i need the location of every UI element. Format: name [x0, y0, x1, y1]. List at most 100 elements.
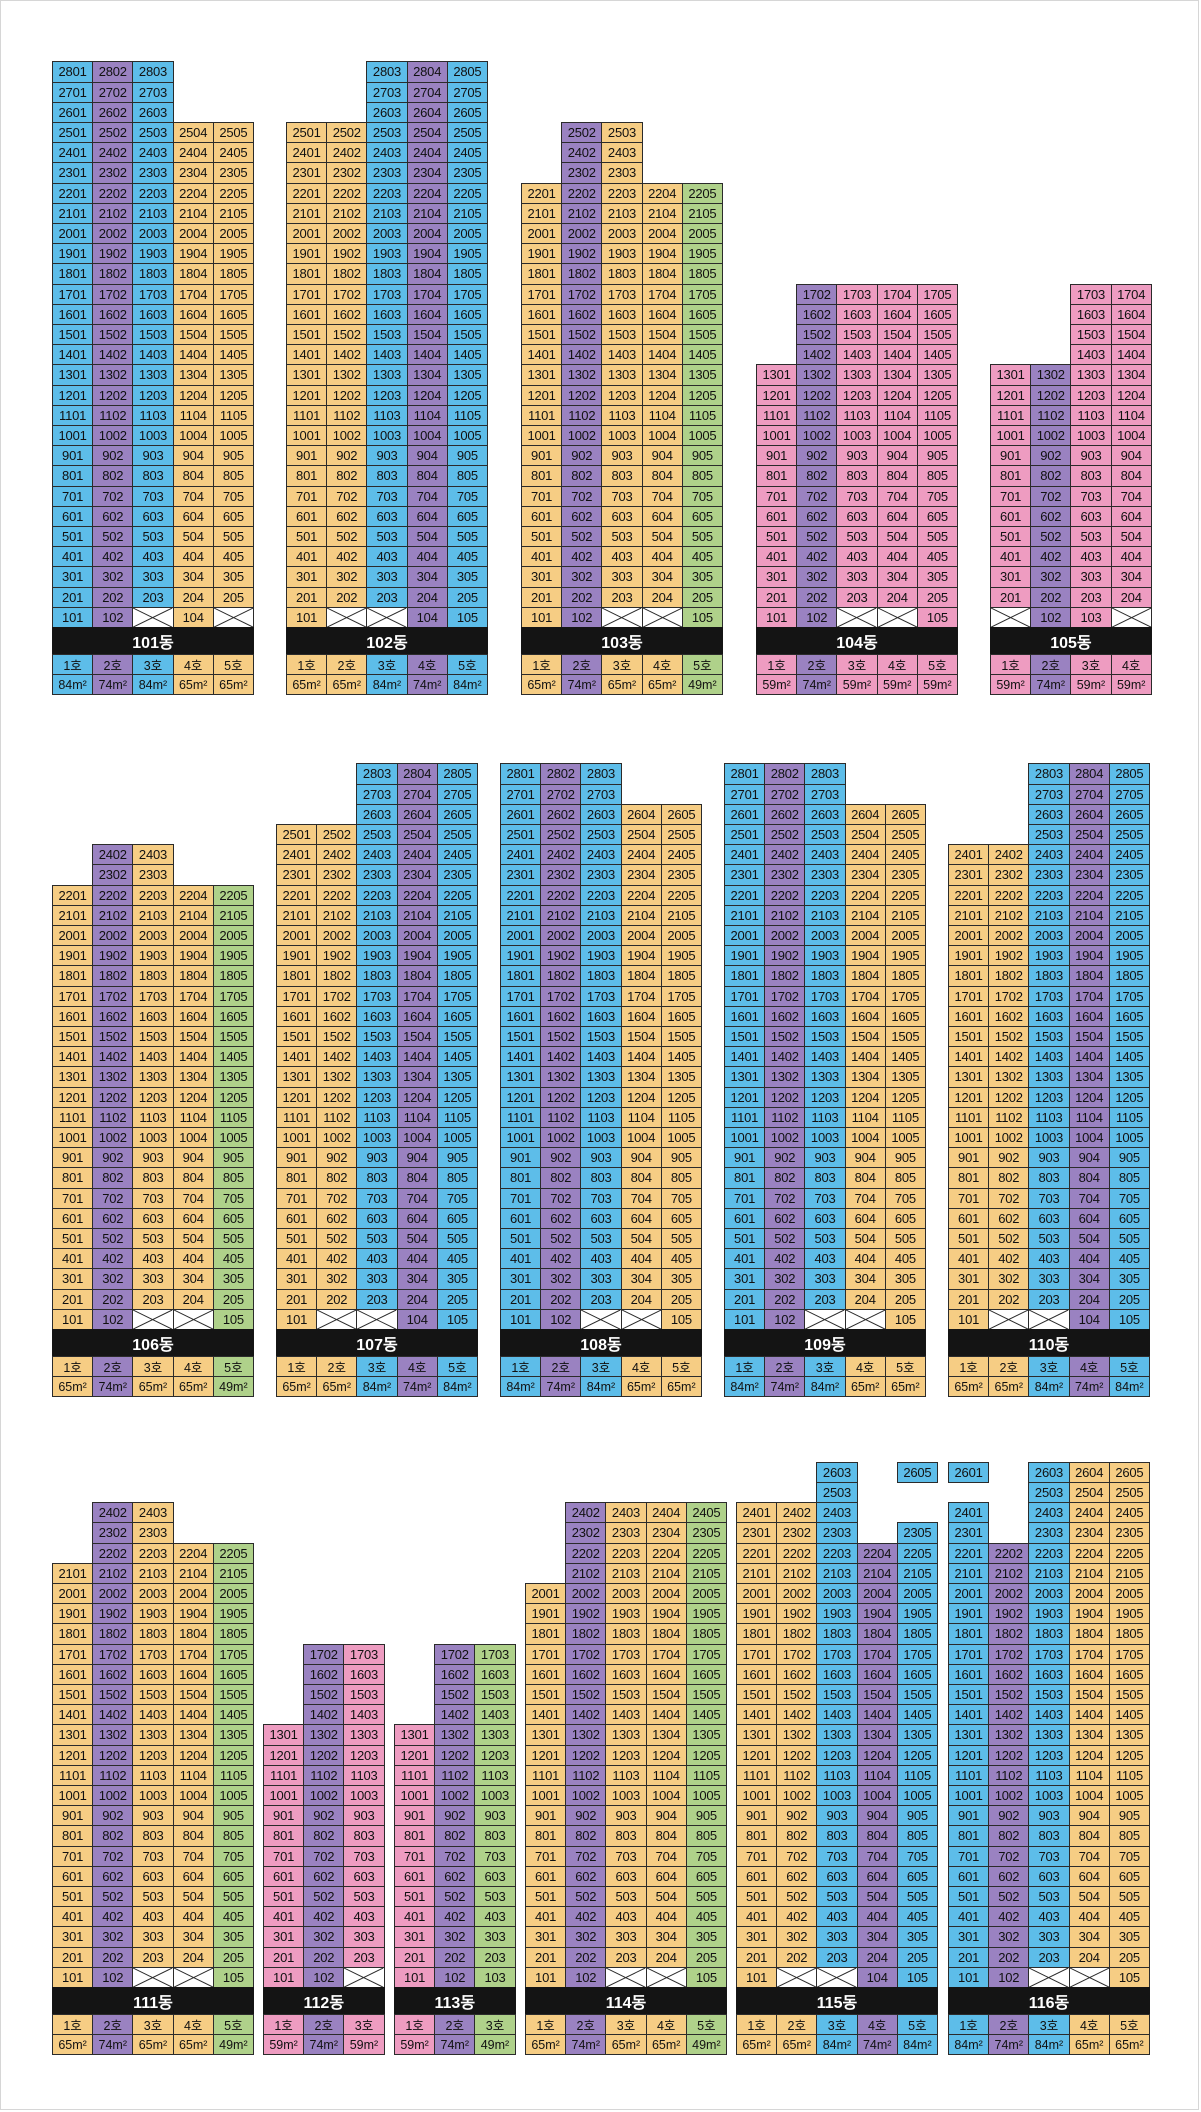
unit-cell: 1005 [884, 1127, 926, 1149]
unit-cell: 2403 [1028, 844, 1070, 866]
unit-cell: 202 [326, 586, 368, 608]
unit-cell: 1904 [641, 243, 683, 265]
unit-cell: 901 [52, 445, 94, 467]
unit-cell: 1504 [406, 324, 448, 346]
unit-cell: 604 [172, 1207, 214, 1229]
unit-cell: 502 [316, 1228, 358, 1250]
unit-cell: 205 [436, 1288, 478, 1310]
unit-cell: 303 [601, 566, 643, 588]
unit-number-label: 1호 [736, 2014, 778, 2036]
unit-cell: 605 [212, 1865, 254, 1887]
unit-cell: 201 [52, 1288, 94, 1310]
unit-area-label: 84m² [500, 1376, 542, 1398]
unit-cell: 2701 [724, 783, 766, 805]
unit-cell: 202 [988, 1288, 1030, 1310]
building-label: 109동 [724, 1329, 926, 1356]
unit-cell: 1405 [446, 344, 488, 366]
unit-cell: 1901 [500, 945, 542, 967]
unit-cell: 201 [52, 586, 94, 608]
unit-number-label: 3호 [804, 1356, 846, 1378]
unit-cell: 1104 [406, 404, 448, 426]
unit-cell: 2201 [276, 884, 318, 906]
unit-cell: 701 [736, 1845, 778, 1867]
unit-cell: 2001 [724, 925, 766, 947]
unit-cell: 1503 [605, 1684, 647, 1706]
unit-cell: 401 [52, 1248, 94, 1270]
unit-cell: 1401 [521, 344, 563, 366]
unit-area-label: 49m² [212, 2034, 254, 2056]
unit-cell: 602 [988, 1207, 1030, 1229]
unit-cell: 303 [132, 566, 174, 588]
unit-cell: 305 [896, 1926, 938, 1948]
unit-cell: 805 [660, 1167, 702, 1189]
unit-cell: 1803 [132, 965, 174, 987]
unit-cell: 1705 [660, 985, 702, 1007]
unit-cell: 2205 [212, 884, 254, 906]
building-label: 112동 [263, 1987, 385, 2014]
unit-cell: 1802 [561, 263, 603, 285]
unit-cell: 1903 [580, 945, 622, 967]
unit-cell: 202 [92, 1946, 134, 1968]
unit-cell: 1205 [1108, 1086, 1150, 1108]
unit-cell: 1801 [52, 965, 94, 987]
unit-cell: 2402 [561, 142, 603, 164]
unit-cell: 101 [52, 1308, 94, 1330]
unit-cell: 101 [394, 1966, 436, 1988]
unit-cell: 303 [1070, 566, 1112, 588]
unit-cell: 203 [580, 1288, 622, 1310]
unit-cell: 202 [540, 1288, 582, 1310]
unit-cell: 403 [474, 1906, 516, 1928]
unit-cell: 1303 [356, 1066, 398, 1088]
unit-cell: 2405 [212, 142, 254, 164]
unit-cell: 2301 [724, 864, 766, 886]
unit-cell: 1604 [641, 303, 683, 325]
unit-cell: 2403 [366, 142, 408, 164]
unit-cell: 1005 [446, 425, 488, 447]
unit-cell: 1503 [1070, 324, 1112, 346]
unit-cell: 2104 [620, 904, 662, 926]
unit-cell: 301 [990, 566, 1032, 588]
unit-cell: 2702 [92, 81, 134, 103]
unit-cell: 701 [276, 1187, 318, 1209]
unit-number-label: 3호 [132, 2014, 174, 2036]
unit-cell: 1802 [316, 965, 358, 987]
unit-cell: 1401 [52, 1046, 94, 1068]
unit-cell: 2205 [436, 884, 478, 906]
unit-cell: 2005 [446, 223, 488, 245]
unit-cell: 303 [804, 1268, 846, 1290]
unit-cell: 1602 [303, 1663, 345, 1685]
unit-cell: 804 [406, 465, 448, 487]
unit-cell: 302 [434, 1926, 476, 1948]
unit-cell: 1501 [52, 324, 94, 346]
unit-cell: 302 [764, 1268, 806, 1290]
unit-cell: 2305 [212, 162, 254, 184]
unit-cell: 1401 [52, 1704, 94, 1726]
empty-unit [580, 1308, 622, 1330]
unit-cell: 102 [1030, 606, 1072, 628]
unit-cell: 2503 [580, 824, 622, 846]
unit-cell: 1802 [326, 263, 368, 285]
unit-area-label: 65m² [1108, 2034, 1150, 2056]
unit-cell: 2204 [856, 1542, 898, 1564]
unit-cell: 302 [540, 1268, 582, 1290]
unit-cell: 803 [605, 1825, 647, 1847]
unit-cell: 803 [1028, 1825, 1070, 1847]
unit-cell: 503 [356, 1228, 398, 1250]
unit-cell: 2405 [685, 1502, 727, 1524]
unit-cell: 903 [816, 1805, 858, 1827]
unit-cell: 1905 [1108, 1603, 1150, 1625]
unit-cell: 504 [1068, 1886, 1110, 1908]
unit-cell: 2201 [724, 884, 766, 906]
unit-cell: 2303 [816, 1522, 858, 1544]
unit-cell: 902 [988, 1147, 1030, 1169]
unit-cell: 2303 [804, 864, 846, 886]
unit-cell: 801 [286, 465, 328, 487]
unit-cell: 1402 [92, 1704, 134, 1726]
unit-cell: 1003 [1070, 425, 1112, 447]
unit-cell: 1601 [948, 1005, 990, 1027]
unit-cell: 602 [1030, 505, 1072, 527]
unit-cell: 1804 [1068, 1623, 1110, 1645]
unit-cell: 504 [1068, 1228, 1110, 1250]
unit-cell: 2302 [776, 1522, 818, 1544]
unit-cell: 1303 [474, 1724, 516, 1746]
